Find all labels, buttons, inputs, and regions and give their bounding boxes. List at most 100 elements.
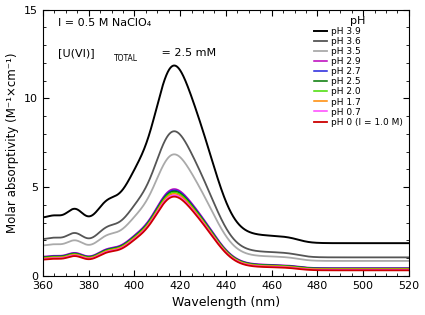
Line: pH 0.7: pH 0.7 bbox=[43, 195, 409, 270]
pH 3.6 bbox=[59, 236, 64, 239]
pH 2.7 bbox=[406, 266, 411, 270]
pH 3.9 bbox=[59, 213, 64, 217]
pH 2.5 bbox=[329, 267, 334, 271]
pH 3.5 bbox=[218, 226, 224, 230]
Line: pH 0 (I = 1.0 M): pH 0 (I = 1.0 M) bbox=[43, 197, 409, 270]
pH 1.7 bbox=[40, 256, 45, 260]
pH 2.9 bbox=[59, 254, 64, 257]
pH 2.9 bbox=[329, 266, 334, 270]
pH 2.9 bbox=[396, 266, 401, 270]
pH 2.7 bbox=[209, 229, 214, 233]
pH 0 (I = 1.0 M) bbox=[329, 268, 334, 272]
pH 2.7 bbox=[329, 266, 334, 270]
pH 2.0 bbox=[396, 267, 401, 271]
Line: pH 3.5: pH 3.5 bbox=[43, 154, 409, 261]
pH 0.7 bbox=[406, 268, 411, 272]
pH 0 (I = 1.0 M) bbox=[59, 257, 64, 261]
pH 3.6 bbox=[172, 129, 177, 133]
pH 0 (I = 1.0 M) bbox=[209, 233, 214, 237]
pH 2.0 bbox=[406, 267, 411, 271]
pH 2.0 bbox=[172, 191, 177, 194]
pH 3.9 bbox=[40, 215, 45, 219]
pH 0 (I = 1.0 M) bbox=[218, 246, 224, 249]
Line: pH 2.7: pH 2.7 bbox=[43, 190, 409, 268]
pH 2.7 bbox=[396, 266, 401, 270]
pH 2.0 bbox=[329, 267, 334, 271]
pH 1.7 bbox=[218, 244, 224, 248]
pH 3.5 bbox=[406, 259, 411, 263]
pH 0 (I = 1.0 M) bbox=[406, 268, 411, 272]
pH 1.7 bbox=[209, 231, 214, 235]
pH 2.7 bbox=[396, 266, 401, 270]
pH 2.9 bbox=[40, 255, 45, 258]
Text: TOTAL: TOTAL bbox=[114, 54, 138, 62]
pH 1.7 bbox=[59, 255, 64, 259]
X-axis label: Wavelength (nm): Wavelength (nm) bbox=[172, 296, 280, 309]
pH 1.7 bbox=[396, 267, 401, 271]
pH 0 (I = 1.0 M) bbox=[396, 268, 401, 272]
pH 3.5 bbox=[172, 152, 177, 156]
pH 2.5 bbox=[59, 255, 64, 258]
Line: pH 2.9: pH 2.9 bbox=[43, 189, 409, 268]
pH 2.5 bbox=[396, 267, 401, 271]
pH 2.9 bbox=[209, 228, 214, 232]
pH 0.7 bbox=[396, 268, 401, 272]
pH 2.5 bbox=[40, 255, 45, 259]
pH 0 (I = 1.0 M) bbox=[172, 195, 177, 198]
pH 3.9 bbox=[396, 241, 401, 245]
pH 2.0 bbox=[396, 267, 401, 271]
pH 0.7 bbox=[172, 193, 177, 197]
pH 1.7 bbox=[329, 267, 334, 271]
Legend: pH 3.9, pH 3.6, pH 3.5, pH 2.9, pH 2.7, pH 2.5, pH 2.0, pH 1.7, pH 0.7, pH 0 (I : pH 3.9, pH 3.6, pH 3.5, pH 2.9, pH 2.7, … bbox=[310, 12, 406, 130]
pH 0.7 bbox=[40, 257, 45, 261]
Line: pH 1.7: pH 1.7 bbox=[43, 194, 409, 269]
pH 2.0 bbox=[218, 243, 224, 247]
pH 2.7 bbox=[218, 243, 224, 246]
pH 3.6 bbox=[396, 255, 401, 259]
pH 3.5 bbox=[209, 208, 214, 212]
pH 2.9 bbox=[406, 266, 411, 270]
pH 3.9 bbox=[218, 187, 224, 191]
Line: pH 3.6: pH 3.6 bbox=[43, 131, 409, 257]
pH 3.6 bbox=[40, 237, 45, 241]
pH 2.7 bbox=[40, 255, 45, 259]
pH 3.9 bbox=[406, 241, 411, 245]
pH 3.6 bbox=[209, 195, 214, 199]
pH 1.7 bbox=[406, 267, 411, 271]
pH 1.7 bbox=[172, 192, 177, 196]
pH 2.9 bbox=[218, 242, 224, 246]
pH 3.5 bbox=[396, 259, 401, 263]
pH 0 (I = 1.0 M) bbox=[396, 268, 401, 272]
pH 1.7 bbox=[396, 267, 401, 271]
Text: [U(VI)]: [U(VI)] bbox=[58, 48, 94, 58]
pH 3.9 bbox=[329, 241, 334, 245]
pH 2.5 bbox=[218, 243, 224, 247]
Text: I = 0.5 M NaClO₄: I = 0.5 M NaClO₄ bbox=[58, 18, 151, 27]
Line: pH 2.5: pH 2.5 bbox=[43, 191, 409, 269]
pH 0 (I = 1.0 M) bbox=[40, 258, 45, 261]
pH 0.7 bbox=[396, 268, 401, 272]
pH 3.9 bbox=[209, 156, 214, 160]
pH 2.5 bbox=[406, 267, 411, 271]
pH 3.9 bbox=[172, 64, 177, 67]
Text: = 2.5 mM: = 2.5 mM bbox=[158, 48, 216, 58]
Line: pH 3.9: pH 3.9 bbox=[43, 66, 409, 243]
pH 3.6 bbox=[396, 255, 401, 259]
pH 2.7 bbox=[172, 188, 177, 192]
pH 3.5 bbox=[59, 242, 64, 246]
pH 2.0 bbox=[59, 255, 64, 259]
pH 3.6 bbox=[329, 255, 334, 259]
pH 2.5 bbox=[172, 189, 177, 193]
pH 3.5 bbox=[40, 243, 45, 247]
pH 3.5 bbox=[329, 259, 334, 263]
pH 0.7 bbox=[218, 245, 224, 249]
pH 2.0 bbox=[40, 256, 45, 260]
pH 3.6 bbox=[218, 217, 224, 220]
pH 2.7 bbox=[59, 254, 64, 258]
pH 3.5 bbox=[396, 259, 401, 263]
pH 0.7 bbox=[59, 256, 64, 260]
pH 0.7 bbox=[329, 268, 334, 272]
Y-axis label: Molar absorptivity (M⁻¹×cm⁻¹): Molar absorptivity (M⁻¹×cm⁻¹) bbox=[6, 53, 19, 233]
pH 2.9 bbox=[396, 266, 401, 270]
pH 2.5 bbox=[209, 230, 214, 233]
